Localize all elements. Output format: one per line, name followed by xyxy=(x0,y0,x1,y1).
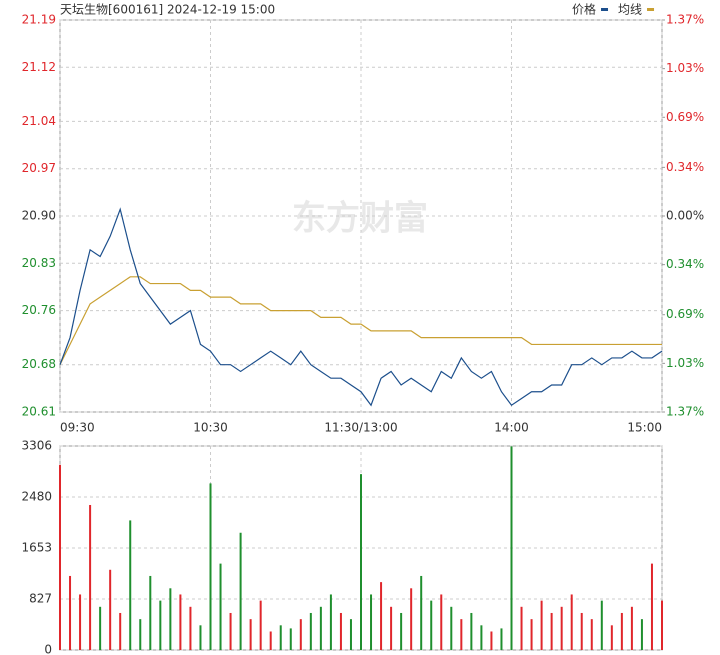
y2-tick-label: 0.69% xyxy=(666,110,704,124)
volume-bar xyxy=(430,600,433,650)
volume-bar xyxy=(650,563,653,650)
volume-bar xyxy=(349,619,352,650)
volume-bar xyxy=(229,612,232,650)
volume-bar xyxy=(299,619,302,650)
volume-bar xyxy=(199,625,202,650)
y-tick-label: 21.12 xyxy=(22,60,56,74)
volume-bar xyxy=(440,594,443,650)
volume-bar xyxy=(339,612,342,650)
volume-bar xyxy=(540,600,543,650)
volume-bar xyxy=(420,575,423,650)
volume-bar xyxy=(560,606,563,650)
volume-bar xyxy=(480,625,483,650)
x-tick-label: 09:30 xyxy=(60,421,95,435)
volume-bar xyxy=(329,594,332,650)
volume-bar xyxy=(520,606,523,650)
x-tick-label: 15:00 xyxy=(627,421,662,435)
volume-bar xyxy=(169,588,172,650)
volume-bar xyxy=(460,619,463,650)
volume-bar xyxy=(370,594,373,650)
volume-bar xyxy=(410,588,413,650)
y2-tick-label: 0.34% xyxy=(666,160,704,174)
volume-bar xyxy=(139,619,142,650)
volume-bar xyxy=(600,600,603,650)
volume-bar xyxy=(470,612,473,650)
volume-bar xyxy=(309,612,312,650)
watermark: 东方财富 xyxy=(292,199,428,239)
legend-label: 价格 xyxy=(572,2,596,17)
x-tick-label: 14:00 xyxy=(494,421,529,435)
y-tick-label: 21.04 xyxy=(22,114,56,128)
volume-bar xyxy=(570,594,573,650)
volume-bar xyxy=(259,600,262,650)
volume-bar xyxy=(269,631,272,650)
legend-swatch xyxy=(601,8,609,11)
volume-bar xyxy=(450,606,453,650)
volume-bar xyxy=(580,612,583,650)
volume-bar xyxy=(209,483,212,650)
volume-bar xyxy=(620,612,623,650)
y-tick-label: 20.68 xyxy=(22,357,56,371)
y-tick-label: 1653 xyxy=(21,541,52,555)
y2-tick-label: 1.37% xyxy=(666,13,704,27)
y-tick-label: 20.76 xyxy=(22,303,56,317)
volume-bar xyxy=(390,606,393,650)
volume-bar xyxy=(59,464,61,650)
chart-title: 天坛生物[600161] 2024-12-19 15:00 xyxy=(60,3,275,17)
y-tick-label: 20.61 xyxy=(22,405,56,419)
price-line xyxy=(59,207,663,407)
y-tick-label: 0 xyxy=(44,643,52,655)
volume-bar xyxy=(119,612,122,650)
x-tick-label: 10:30 xyxy=(193,421,228,435)
legend-label: 均线 xyxy=(618,3,642,17)
volume-bar xyxy=(159,600,162,650)
y-tick-label: 2480 xyxy=(21,489,52,503)
x-tick-label: 11:30/13:00 xyxy=(324,421,397,435)
volume-bar xyxy=(550,612,553,650)
volume-bar xyxy=(400,612,403,650)
y2-tick-label: 1.03% xyxy=(666,356,704,370)
volume-bar xyxy=(661,600,663,650)
volume-bar xyxy=(239,532,242,650)
y2-tick-label: 1.03% xyxy=(666,61,704,75)
volume-bar xyxy=(249,619,252,650)
price-line xyxy=(59,276,662,365)
volume-bar xyxy=(490,631,493,650)
volume-bar xyxy=(89,504,92,650)
volume-bar xyxy=(99,606,102,650)
y-tick-label: 3306 xyxy=(21,439,52,453)
volume-bar xyxy=(630,606,633,650)
y2-tick-label: 0.00% xyxy=(666,209,704,223)
volume-bar xyxy=(360,474,362,650)
y-tick-label: 20.97 xyxy=(22,161,56,175)
y-tick-label: 20.90 xyxy=(22,209,56,223)
y2-tick-label: 1.37% xyxy=(666,405,704,419)
volume-bar xyxy=(79,594,82,650)
y2-tick-label: 0.69% xyxy=(666,307,704,321)
volume-bar xyxy=(109,569,112,650)
volume-bar xyxy=(500,628,503,650)
y2-tick-label: 0.34% xyxy=(666,257,704,271)
volume-bar xyxy=(530,619,533,650)
volume-bar xyxy=(69,575,72,650)
volume-bar xyxy=(510,446,513,650)
volume-bar xyxy=(189,606,192,650)
y-tick-label: 827 xyxy=(29,591,52,605)
volume-bar xyxy=(219,563,222,650)
volume-bar xyxy=(640,619,643,650)
volume-bar xyxy=(380,582,383,650)
volume-bar xyxy=(289,628,292,650)
volume-bar xyxy=(129,520,132,650)
volume-bar xyxy=(319,606,322,650)
legend-swatch xyxy=(647,8,655,11)
volume-bar xyxy=(179,594,182,650)
volume-bar xyxy=(279,625,282,650)
y-tick-label: 21.19 xyxy=(22,13,56,27)
volume-bar xyxy=(149,575,152,650)
volume-bar xyxy=(610,625,613,650)
volume-bar xyxy=(590,619,593,650)
y-tick-label: 20.83 xyxy=(22,256,56,270)
